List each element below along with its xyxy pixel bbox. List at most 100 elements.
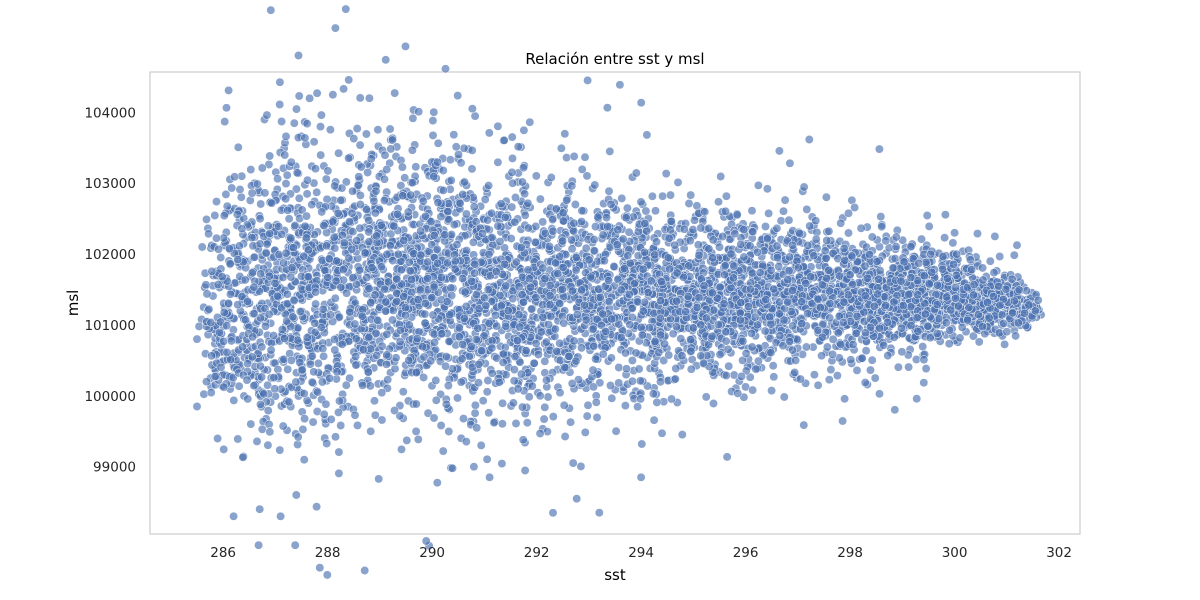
- data-point: [275, 77, 285, 87]
- data-point: [950, 293, 960, 303]
- data-point: [517, 177, 527, 187]
- data-point: [666, 216, 676, 226]
- data-point: [263, 406, 273, 416]
- data-point: [611, 426, 621, 436]
- data-point: [219, 336, 229, 346]
- data-point: [489, 418, 499, 428]
- data-point: [514, 282, 524, 292]
- data-point: [638, 306, 648, 316]
- data-point: [313, 387, 323, 397]
- data-point: [369, 196, 379, 206]
- data-point: [577, 217, 587, 227]
- data-point: [236, 192, 246, 202]
- data-point: [582, 411, 592, 421]
- data-point: [686, 335, 696, 345]
- data-point: [684, 261, 694, 271]
- data-point: [432, 244, 442, 254]
- data-point: [922, 211, 932, 220]
- data-point: [398, 387, 408, 397]
- data-point: [762, 184, 772, 194]
- data-point: [507, 167, 517, 177]
- data-point: [328, 217, 338, 227]
- data-point: [353, 420, 362, 430]
- data-point: [277, 229, 287, 239]
- data-point: [704, 223, 714, 233]
- data-point: [257, 163, 267, 173]
- data-point: [247, 233, 257, 243]
- data-point: [906, 242, 916, 252]
- data-point: [273, 174, 283, 184]
- data-point: [569, 151, 579, 161]
- data-point: [716, 172, 726, 181]
- data-point: [624, 227, 634, 237]
- data-point: [753, 180, 763, 190]
- data-point: [688, 225, 698, 235]
- data-point: [590, 246, 599, 256]
- data-point: [256, 269, 266, 279]
- data-point: [707, 331, 717, 341]
- data-point: [846, 355, 856, 365]
- data-point: [642, 226, 652, 236]
- data-point: [533, 350, 543, 359]
- data-point: [531, 339, 541, 348]
- data-point: [508, 178, 518, 188]
- data-point: [382, 359, 391, 369]
- data-point: [303, 272, 313, 282]
- data-point: [480, 293, 490, 303]
- data-point: [577, 164, 587, 174]
- data-point: [591, 354, 601, 364]
- data-point: [471, 290, 481, 300]
- data-point: [944, 339, 954, 349]
- data-point: [684, 199, 694, 208]
- data-point: [471, 335, 481, 345]
- data-point: [219, 444, 229, 454]
- data-point: [949, 259, 958, 269]
- data-point: [497, 419, 507, 429]
- data-point: [918, 342, 928, 352]
- data-point: [454, 150, 463, 159]
- data-point: [433, 138, 443, 148]
- data-point: [994, 328, 1004, 338]
- data-point: [213, 434, 223, 443]
- data-point: [701, 392, 711, 402]
- data-point: [747, 206, 757, 216]
- data-point: [671, 364, 681, 373]
- data-point: [396, 265, 406, 275]
- data-point: [431, 376, 441, 385]
- data-point: [383, 375, 393, 385]
- data-point: [519, 125, 529, 135]
- data-point: [453, 91, 463, 101]
- data-point: [866, 365, 875, 375]
- data-point: [664, 233, 674, 243]
- data-point: [590, 180, 600, 190]
- data-point: [385, 124, 395, 134]
- data-point: [567, 286, 577, 296]
- data-point: [540, 228, 550, 238]
- data-point: [294, 51, 303, 60]
- data-point: [945, 325, 955, 335]
- data-point: [322, 439, 332, 448]
- data-point: [686, 364, 696, 374]
- data-point: [637, 439, 647, 449]
- data-point: [790, 368, 800, 377]
- data-point: [548, 508, 558, 518]
- data-point: [870, 373, 880, 383]
- data-point: [779, 206, 788, 216]
- data-point: [714, 197, 723, 207]
- data-point: [201, 280, 211, 290]
- data-point: [874, 144, 884, 154]
- data-point: [540, 402, 550, 412]
- data-point: [238, 452, 248, 462]
- data-point: [330, 181, 340, 191]
- data-point: [521, 346, 531, 356]
- data-point: [266, 5, 276, 15]
- data-point: [772, 223, 782, 233]
- data-point: [621, 348, 630, 358]
- data-point: [642, 130, 652, 140]
- data-point: [220, 117, 230, 127]
- data-point: [284, 214, 294, 224]
- data-point: [484, 128, 494, 138]
- data-point: [282, 170, 292, 180]
- data-point: [364, 284, 374, 294]
- data-point: [446, 283, 456, 293]
